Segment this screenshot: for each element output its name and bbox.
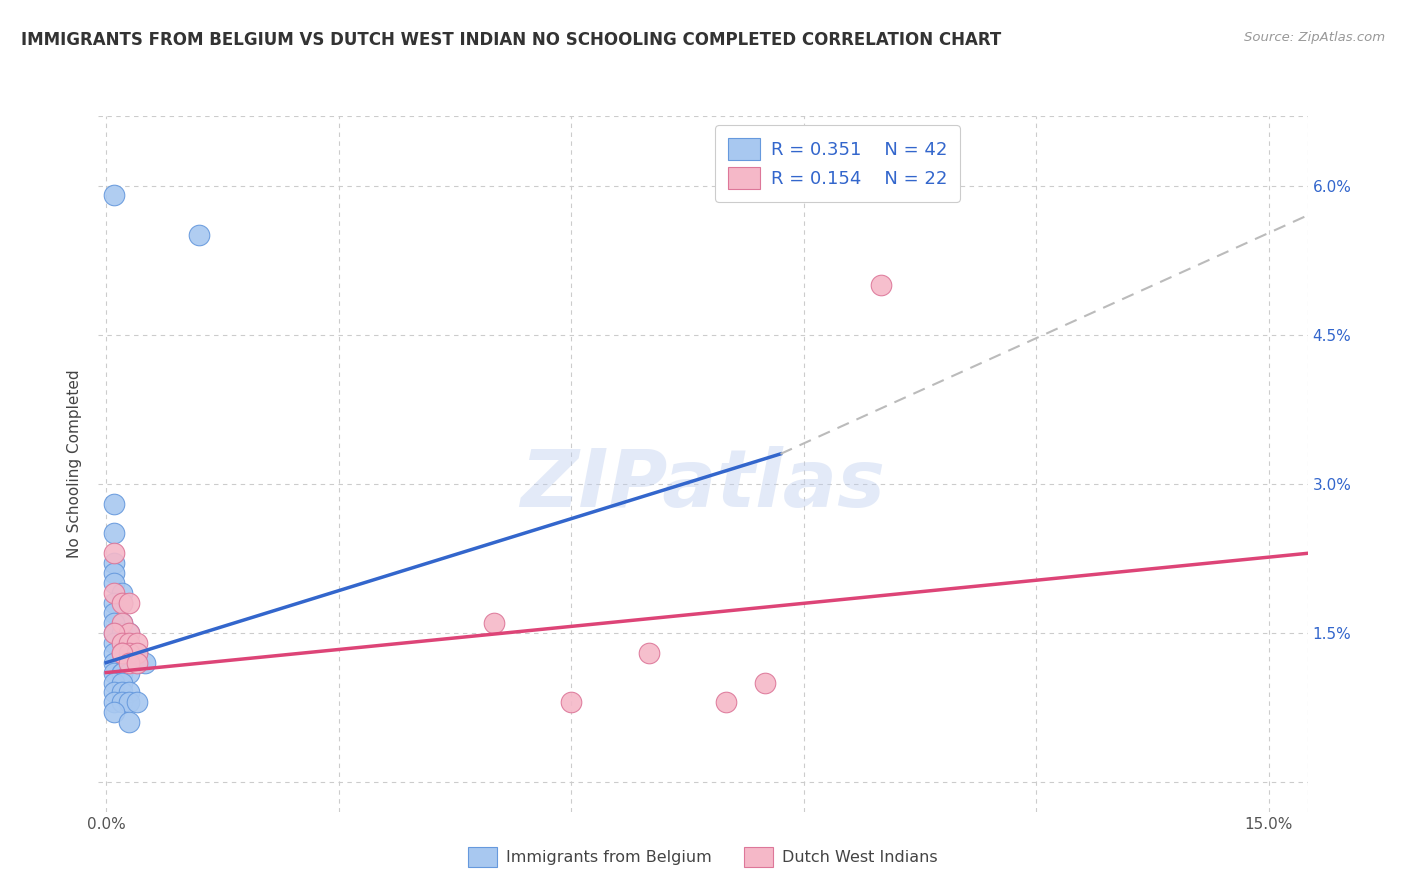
Point xyxy=(127,636,149,650)
Point xyxy=(103,586,125,600)
Point xyxy=(103,546,125,560)
Point xyxy=(103,556,125,570)
Point xyxy=(118,646,141,660)
Point xyxy=(103,675,125,690)
Point xyxy=(103,695,125,709)
Point xyxy=(111,596,134,610)
Point xyxy=(103,576,125,591)
Point xyxy=(118,665,141,680)
Text: IMMIGRANTS FROM BELGIUM VS DUTCH WEST INDIAN NO SCHOOLING COMPLETED CORRELATION : IMMIGRANTS FROM BELGIUM VS DUTCH WEST IN… xyxy=(21,31,1001,49)
Point xyxy=(103,656,125,670)
Y-axis label: No Schooling Completed: No Schooling Completed xyxy=(67,369,83,558)
Point xyxy=(111,586,134,600)
Point xyxy=(111,625,134,640)
Point xyxy=(103,526,125,541)
Point xyxy=(127,695,149,709)
Point xyxy=(111,675,134,690)
Point xyxy=(118,596,141,610)
Point xyxy=(103,188,125,202)
Point xyxy=(134,656,156,670)
Point xyxy=(111,656,134,670)
Point xyxy=(103,566,125,581)
Legend: Immigrants from Belgium, Dutch West Indians: Immigrants from Belgium, Dutch West Indi… xyxy=(461,841,945,873)
Point xyxy=(103,636,125,650)
Point xyxy=(118,715,141,730)
Point xyxy=(127,656,149,670)
Point xyxy=(111,646,134,660)
Point xyxy=(103,706,125,720)
Point xyxy=(754,675,776,690)
Point xyxy=(127,646,149,660)
Point xyxy=(111,636,134,650)
Point xyxy=(103,625,125,640)
Point xyxy=(111,665,134,680)
Point xyxy=(111,615,134,630)
Point xyxy=(118,625,141,640)
Point xyxy=(870,277,893,292)
Point xyxy=(560,695,582,709)
Point xyxy=(103,606,125,620)
Point xyxy=(111,615,134,630)
Point xyxy=(127,656,149,670)
Point xyxy=(111,636,134,650)
Point xyxy=(103,497,125,511)
Point xyxy=(111,646,134,660)
Point xyxy=(118,625,141,640)
Point xyxy=(111,695,134,709)
Point xyxy=(118,656,141,670)
Point xyxy=(111,646,134,660)
Text: ZIPatlas: ZIPatlas xyxy=(520,446,886,524)
Point xyxy=(103,625,125,640)
Point xyxy=(118,656,141,670)
Point xyxy=(111,596,134,610)
Point xyxy=(716,695,738,709)
Point xyxy=(103,685,125,699)
Point xyxy=(103,646,125,660)
Point xyxy=(118,685,141,699)
Point xyxy=(111,685,134,699)
Point xyxy=(118,695,141,709)
Point xyxy=(482,615,505,630)
Point xyxy=(111,665,134,680)
Text: Source: ZipAtlas.com: Source: ZipAtlas.com xyxy=(1244,31,1385,45)
Point xyxy=(637,646,659,660)
Point xyxy=(118,636,141,650)
Point xyxy=(118,646,141,660)
Point xyxy=(103,596,125,610)
Point xyxy=(127,646,149,660)
Point xyxy=(103,665,125,680)
Point xyxy=(103,615,125,630)
Point xyxy=(188,228,211,243)
